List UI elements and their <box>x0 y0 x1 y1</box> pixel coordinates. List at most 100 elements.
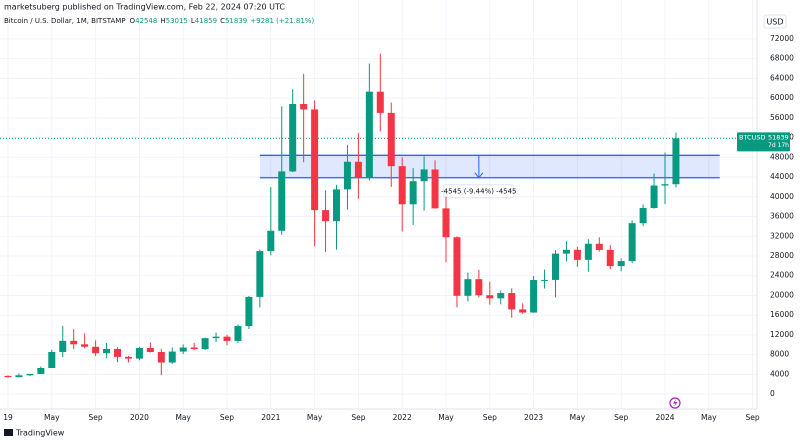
legend-prefix: L <box>191 17 195 25</box>
candle-body <box>376 91 384 113</box>
candle-body <box>475 279 483 296</box>
x-tick-label: May <box>44 413 60 422</box>
candle-body <box>289 104 297 172</box>
legend-value: 53015 <box>166 17 188 25</box>
price-tag <box>737 132 767 152</box>
candle-body <box>617 261 625 267</box>
y-tick-label: 56000 <box>770 113 794 122</box>
candle-body <box>168 351 176 363</box>
candle-body <box>37 367 45 374</box>
price-tag-value: 51839 <box>768 133 789 141</box>
candle-body <box>650 185 658 209</box>
candle-body <box>639 208 647 224</box>
candle-body <box>190 347 198 350</box>
candle-body <box>552 253 559 280</box>
legend-prefix: C <box>220 17 225 25</box>
range-label: -4545 (-9.44%) -4545 <box>441 187 516 195</box>
footer-logo: TradingView <box>4 429 65 438</box>
candle-body <box>103 348 111 354</box>
x-tick-label: Sep <box>746 413 760 422</box>
candle-body <box>124 356 132 359</box>
x-tick-label: 2020 <box>130 413 149 422</box>
candle-body <box>333 189 340 222</box>
candle-body <box>234 326 242 341</box>
candle-body <box>179 347 187 352</box>
x-tick-label: 19 <box>3 413 13 422</box>
candle-body <box>431 169 439 209</box>
x-tick-label: Sep <box>483 413 497 422</box>
y-tick-label: 32000 <box>770 231 794 240</box>
y-tick-label: 24000 <box>770 271 794 280</box>
candle-body <box>114 348 121 357</box>
candle-body <box>606 249 614 267</box>
candle-body <box>81 344 89 347</box>
candle-body <box>354 161 362 179</box>
x-tick-label: May <box>701 413 717 422</box>
candle-body <box>541 279 549 281</box>
y-tick-label: 48000 <box>770 152 794 161</box>
y-tick-label: 8000 <box>770 350 789 359</box>
candle-body <box>267 230 275 252</box>
y-tick-label: 16000 <box>770 310 794 319</box>
candle-body <box>661 184 669 186</box>
range-arrow-head <box>474 172 484 179</box>
candle-body <box>157 352 165 363</box>
range-box[interactable] <box>259 155 720 178</box>
candle-body <box>245 296 253 327</box>
y-tick-label: 28000 <box>770 251 794 260</box>
candle-body <box>343 161 351 190</box>
candle-body <box>201 338 209 350</box>
candle-body <box>48 351 56 368</box>
candle-body <box>146 348 154 353</box>
candle-body <box>59 340 67 352</box>
currency: USD <box>766 18 783 27</box>
header: marketsuberg published on TradingView.co… <box>4 3 285 12</box>
candle-body <box>278 171 286 231</box>
x-tick-label: May <box>570 413 586 422</box>
candle-body <box>387 112 395 167</box>
y-tick-label: 68000 <box>770 54 794 63</box>
logo-mark <box>4 429 13 436</box>
y-tick-label: 72000 <box>770 34 794 43</box>
candle-body <box>4 375 12 378</box>
x-tick-label: May <box>307 413 323 422</box>
candle-body <box>519 309 527 313</box>
y-tick-label: 4000 <box>770 369 789 378</box>
candle-body <box>365 91 373 179</box>
candle-body <box>92 346 100 354</box>
currency-box <box>763 14 787 29</box>
candle-body <box>508 293 516 310</box>
y-tick-label: 44000 <box>770 172 794 181</box>
x-tick-label: Sep <box>614 413 628 422</box>
candle-body <box>223 336 231 341</box>
candle-body <box>584 243 592 260</box>
range-label-box <box>443 184 515 199</box>
x-tick-label: May <box>175 413 191 422</box>
candle-body <box>672 138 680 185</box>
candle-body <box>70 340 78 345</box>
y-tick-label: 60000 <box>770 93 794 102</box>
y-tick-label: 64000 <box>770 73 794 82</box>
legend-prefix: H <box>160 17 165 25</box>
candle-body <box>212 336 220 339</box>
candle-body <box>442 208 450 238</box>
candle-body <box>26 373 34 376</box>
y-tick-label: 12000 <box>770 330 794 339</box>
candle-body <box>420 169 428 182</box>
x-tick-label: Sep <box>89 413 103 422</box>
legend-change: +9281 (+21.81%) <box>250 17 314 25</box>
candle-body <box>256 251 264 297</box>
footer: TradingView <box>15 429 65 438</box>
price-tag-right <box>766 132 790 152</box>
event-icon-bolt <box>673 399 678 407</box>
candle-body <box>595 243 603 250</box>
y-tick-label: 20000 <box>770 290 794 299</box>
candle-body <box>311 109 319 211</box>
candle-body <box>628 223 636 262</box>
candle-body <box>562 249 570 254</box>
candle-body <box>453 237 461 296</box>
price-tag-countdown: 7d 17h <box>768 142 789 149</box>
candle-body <box>398 166 406 205</box>
x-tick-label: Sep <box>351 413 365 422</box>
